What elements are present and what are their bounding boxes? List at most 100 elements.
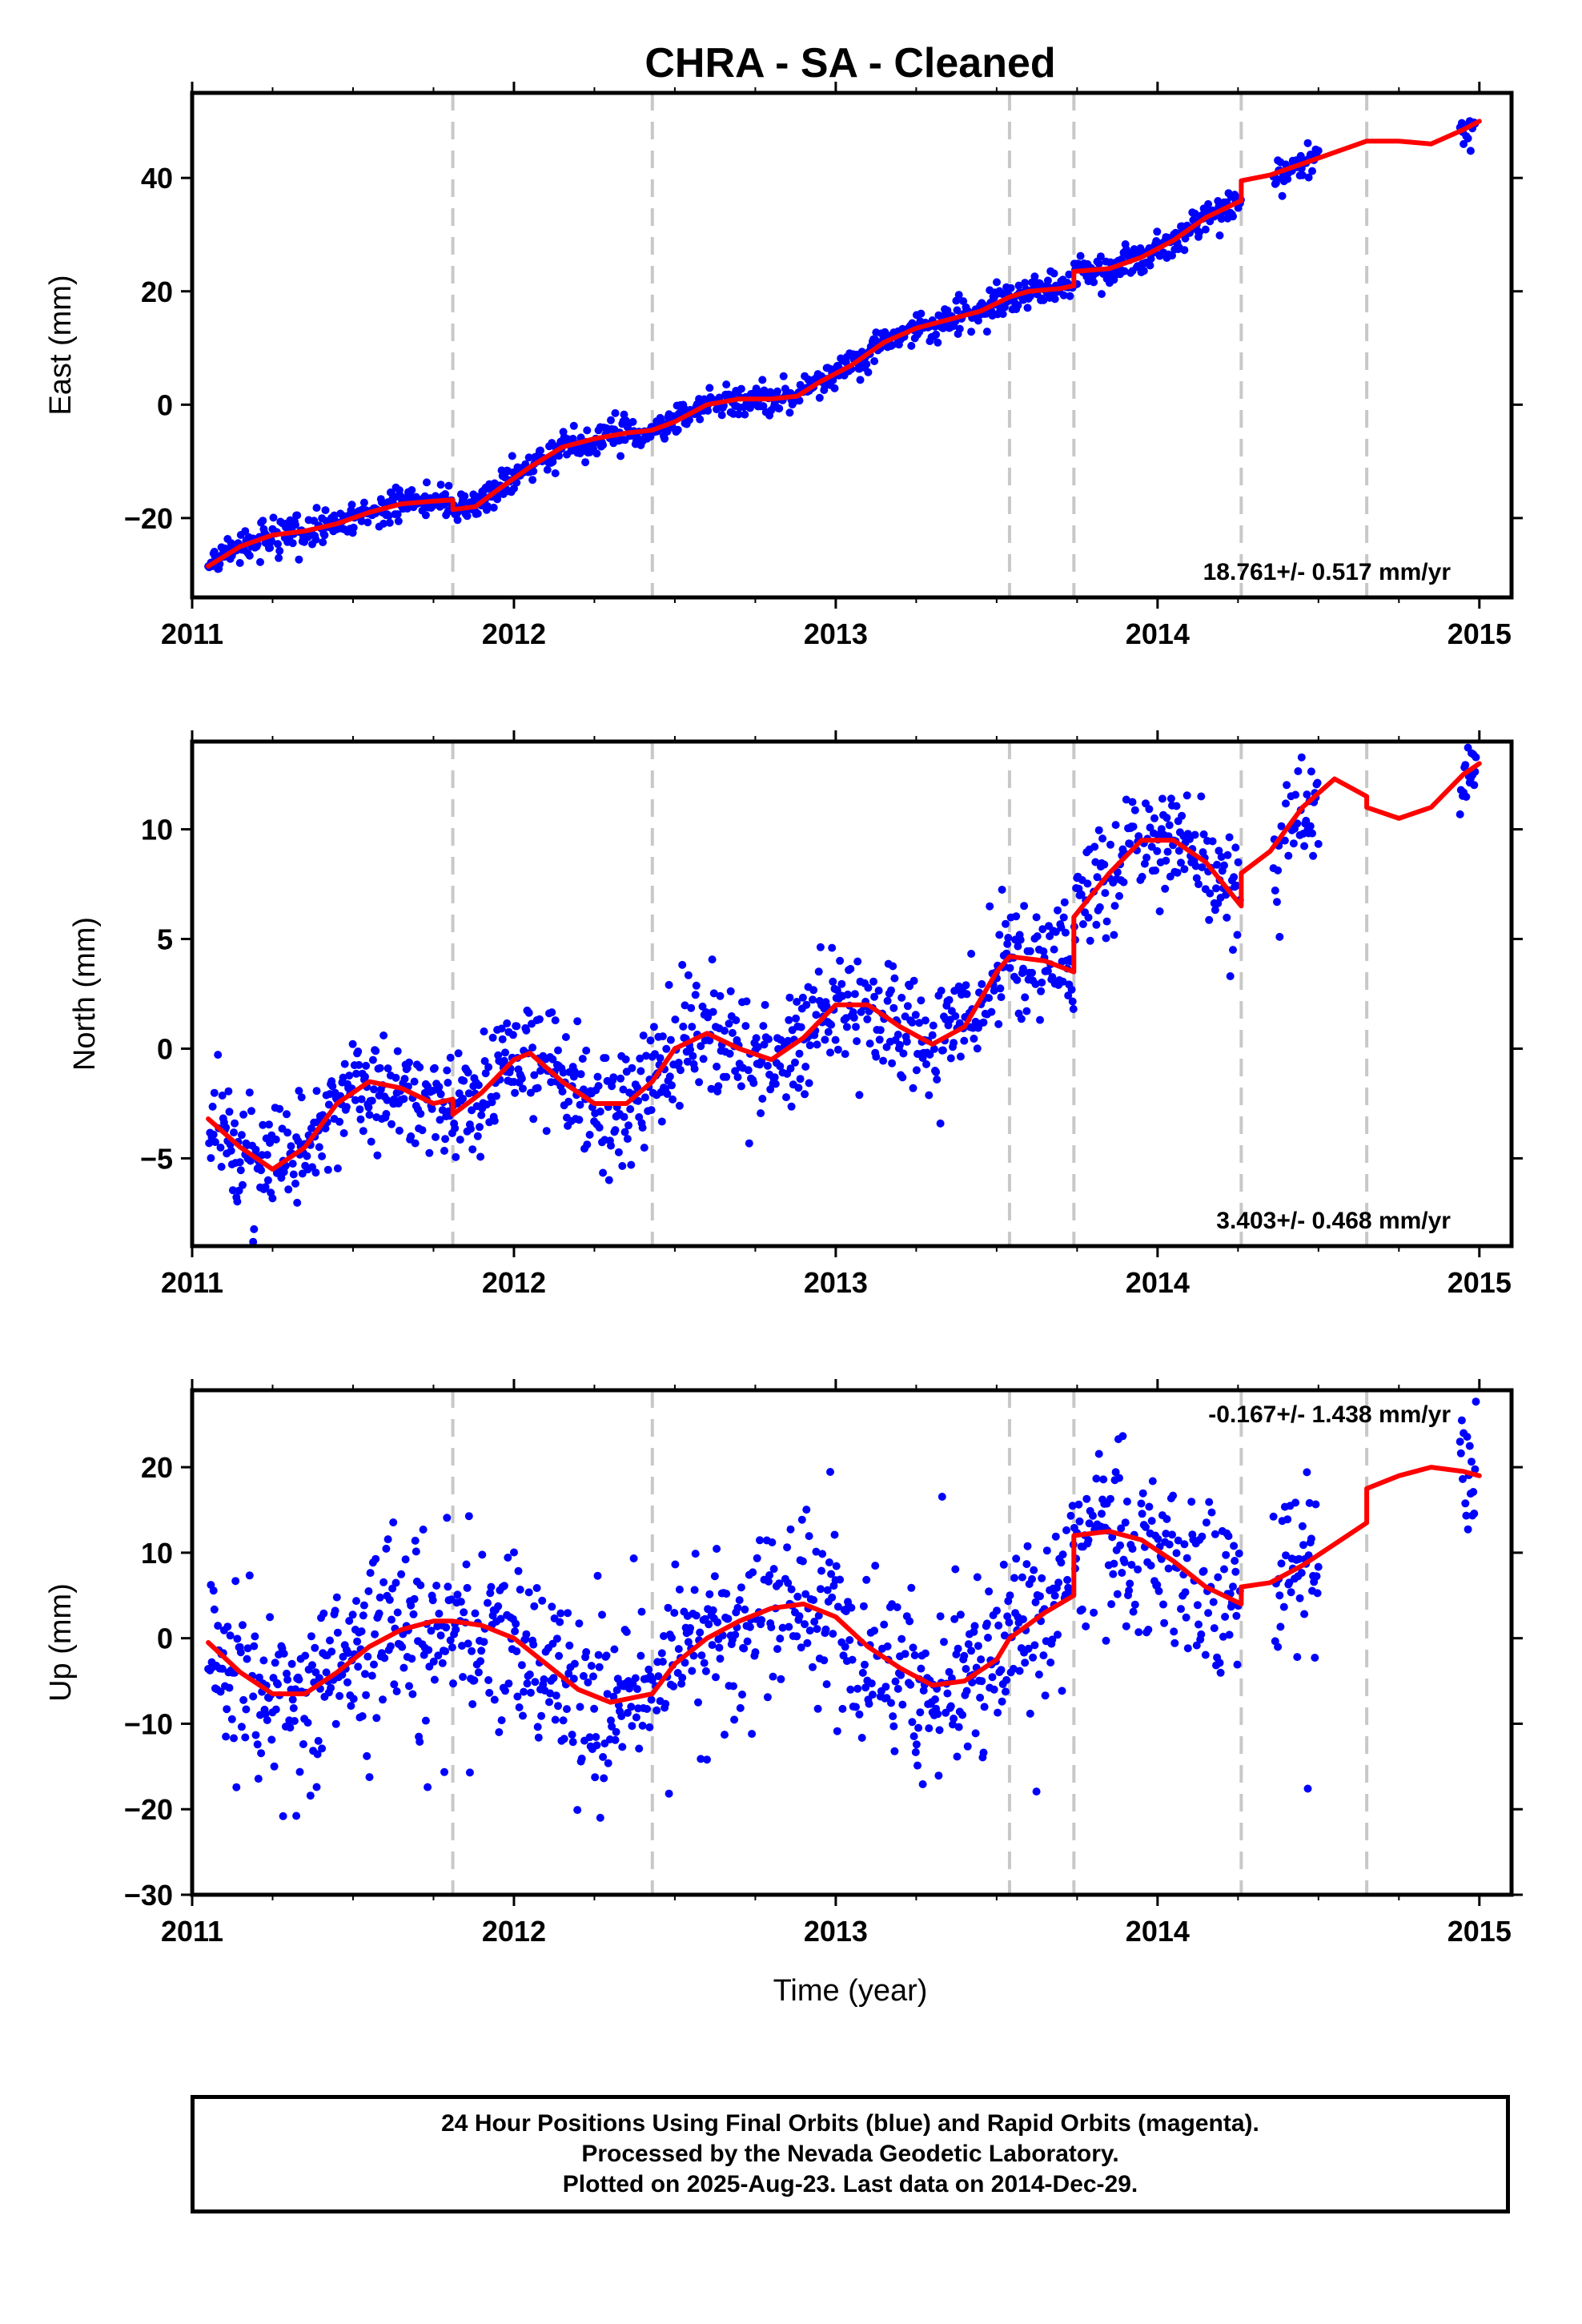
data-point [812, 1011, 821, 1019]
data-point [239, 1621, 247, 1630]
data-points [205, 742, 1480, 1246]
y-tick-label: 20 [141, 275, 173, 308]
data-point [289, 1704, 298, 1712]
data-point [821, 1625, 830, 1634]
data-point [318, 1152, 327, 1160]
data-point [628, 1063, 636, 1072]
data-point [1003, 939, 1012, 948]
data-point [254, 1775, 263, 1783]
data-point [688, 1667, 697, 1675]
data-point [1069, 1005, 1078, 1013]
data-point [1051, 927, 1060, 936]
data-point [311, 1168, 320, 1177]
data-point [453, 516, 462, 525]
data-point [548, 1055, 557, 1063]
data-point [1142, 853, 1151, 862]
data-point [643, 1705, 652, 1713]
data-point [1182, 1613, 1191, 1622]
data-point [397, 1570, 406, 1578]
data-point [707, 1084, 716, 1093]
data-point [765, 1035, 773, 1043]
data-point [379, 1031, 388, 1039]
data-point [1178, 811, 1186, 820]
data-point [383, 1096, 391, 1104]
data-point [599, 1168, 608, 1177]
data-point [481, 1069, 490, 1078]
data-point [628, 417, 637, 426]
data-point [265, 1120, 273, 1129]
data-point [533, 1084, 542, 1092]
data-point [928, 1031, 937, 1039]
data-point [726, 987, 735, 995]
data-point [862, 1575, 871, 1584]
model-line [206, 119, 1482, 569]
data-point [411, 1536, 420, 1545]
data-point [959, 297, 968, 306]
data-point [1192, 874, 1201, 883]
data-point [259, 1120, 267, 1129]
y-tick-label: 20 [141, 1451, 173, 1484]
data-point [1274, 1642, 1283, 1651]
data-point [686, 1624, 695, 1632]
data-point [523, 1679, 532, 1688]
data-point [1472, 1397, 1480, 1406]
data-point [534, 1733, 543, 1742]
data-point [608, 1722, 616, 1731]
data-point [822, 1680, 831, 1689]
data-point [549, 1674, 558, 1683]
data-point [364, 1587, 373, 1595]
data-point [1111, 821, 1120, 830]
data-point [760, 1040, 769, 1049]
data-point [964, 1640, 973, 1649]
data-point [1014, 301, 1022, 310]
data-point [1091, 858, 1100, 866]
data-point [836, 956, 845, 965]
y-tick-label: 10 [141, 1537, 173, 1570]
data-point [432, 1582, 441, 1590]
data-point [757, 1616, 766, 1624]
data-point [1276, 1622, 1285, 1631]
data-point [245, 1571, 254, 1580]
data-point [678, 1674, 687, 1682]
data-point [868, 1691, 877, 1699]
data-point [1138, 1489, 1147, 1498]
data-point [841, 1050, 849, 1059]
data-point [266, 544, 275, 553]
data-point [1110, 1559, 1118, 1568]
data-point [516, 1586, 524, 1594]
data-point [1017, 1015, 1026, 1023]
data-point [1106, 840, 1114, 849]
data-point [1157, 825, 1166, 834]
data-point [730, 1715, 739, 1724]
data-point [1314, 839, 1323, 848]
data-point [1209, 1598, 1218, 1606]
data-point [1059, 291, 1068, 300]
x-tick-label: 2012 [482, 1915, 546, 1948]
data-point [500, 1582, 508, 1590]
data-point [749, 1568, 757, 1577]
data-point [1093, 873, 1102, 882]
data-point [722, 1072, 731, 1081]
data-point [753, 1043, 762, 1051]
data-point [271, 1705, 280, 1714]
data-point [656, 1054, 665, 1063]
data-point [513, 1692, 522, 1701]
data-point [1229, 1582, 1237, 1591]
data-point [1126, 839, 1134, 848]
data-point [1006, 963, 1014, 972]
data-point [444, 1079, 452, 1087]
data-point [267, 537, 276, 545]
data-point [1020, 902, 1029, 911]
data-point [1024, 1644, 1033, 1653]
data-point [1229, 212, 1237, 221]
data-point [628, 1722, 636, 1731]
data-point [1291, 790, 1300, 799]
data-point [855, 1710, 864, 1719]
data-point [1122, 1622, 1130, 1630]
data-point [1275, 1591, 1284, 1600]
data-point [846, 1685, 855, 1694]
data-point [744, 1066, 753, 1075]
data-point [677, 1679, 686, 1688]
data-point [432, 1132, 440, 1141]
data-point [1118, 1432, 1127, 1441]
